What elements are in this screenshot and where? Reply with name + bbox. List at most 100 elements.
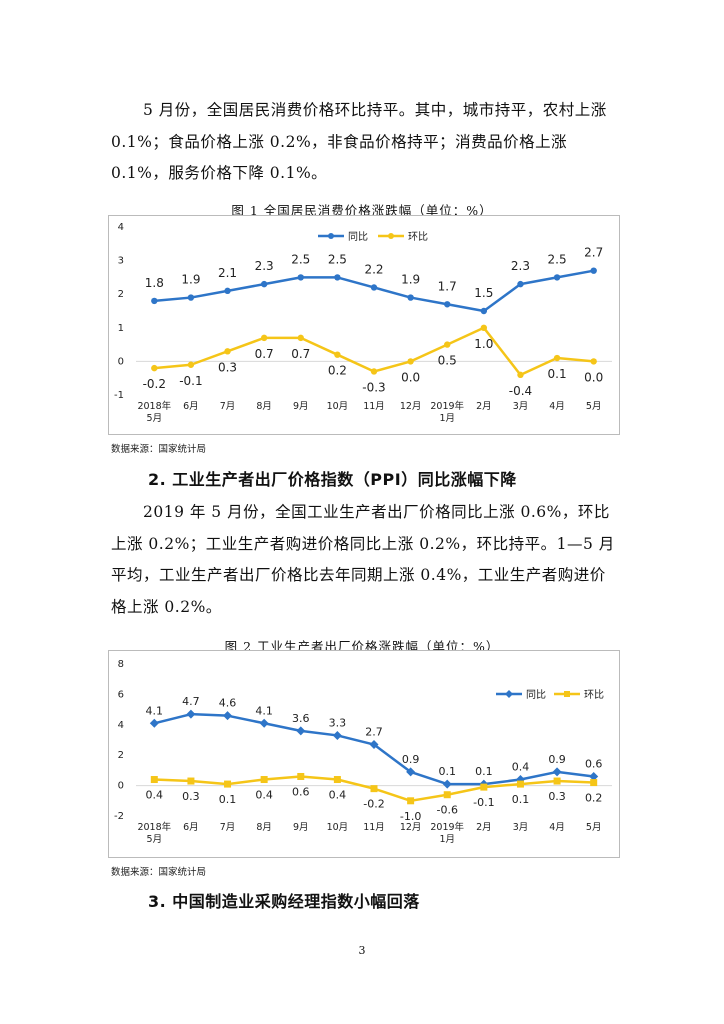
data-label: 0.6 [292, 785, 310, 798]
data-label: 1.9 [401, 273, 420, 287]
data-label: 1.0 [474, 337, 493, 351]
x-tick-label: 5月 [586, 401, 602, 412]
data-point [297, 772, 305, 780]
y-tick-label: 0 [118, 781, 124, 792]
x-tick-label: 7月 [220, 401, 236, 412]
data-point [260, 334, 268, 342]
data-point [370, 368, 378, 375]
data-point [444, 301, 451, 308]
data-point [442, 779, 452, 789]
chart-frame [108, 650, 620, 858]
data-label: 0.0 [401, 370, 420, 384]
x-tick-label: 11月 [363, 401, 385, 412]
data-point [553, 777, 561, 785]
data-label: 2.5 [328, 252, 347, 266]
data-label: 2.2 [364, 262, 383, 276]
data-label: 4.6 [219, 697, 237, 710]
data-label: -1.0 [400, 810, 421, 823]
x-tick-label: 6月 [183, 822, 199, 833]
heading-ppi: 2. 工业生产者出厂价格指数（PPI）同比涨幅下降 [148, 470, 517, 489]
chart-frame [108, 215, 620, 435]
data-point [223, 711, 233, 721]
data-label: 0.1 [219, 793, 237, 806]
data-label: 3.6 [292, 712, 310, 725]
data-label: 3.3 [329, 716, 347, 729]
data-label: 2.3 [255, 259, 274, 273]
y-tick-label: 0 [118, 356, 124, 367]
data-point [370, 284, 378, 291]
data-label: 2.5 [291, 252, 310, 266]
x-tick-label: 12月 [400, 822, 422, 833]
data-point [297, 274, 304, 281]
paragraph-cpi: 5 月份，全国居民消费价格环比持平。其中，城市持平，农村上涨 0.1%；食品价格… [111, 95, 616, 190]
data-point [407, 358, 414, 365]
data-point [186, 709, 196, 719]
data-point [590, 358, 597, 365]
data-label: -0.2 [363, 798, 384, 811]
data-point [515, 775, 525, 785]
data-label: 2.3 [511, 259, 530, 273]
data-label: 1.8 [145, 276, 164, 290]
data-label: 2.5 [548, 252, 567, 266]
page-number: 3 [358, 944, 366, 957]
x-tick-label: 10月 [327, 401, 349, 412]
data-label: -0.3 [362, 380, 385, 394]
x-tick-label: 6月 [183, 401, 199, 412]
data-point [480, 307, 488, 315]
data-label: 0.4 [512, 761, 530, 774]
data-point [517, 280, 524, 288]
data-label: -0.2 [143, 377, 166, 391]
data-point [151, 364, 158, 372]
data-point [224, 287, 231, 295]
data-label: 0.7 [291, 347, 310, 361]
data-point [553, 354, 561, 362]
data-point [259, 718, 269, 728]
data-point [187, 777, 195, 785]
data-point [444, 341, 451, 348]
y-tick-label: 2 [118, 750, 124, 761]
data-point [332, 730, 342, 740]
data-label: 2.7 [365, 726, 383, 739]
data-point [407, 294, 414, 301]
data-label: -0.6 [436, 804, 457, 817]
data-label: 0.3 [182, 790, 200, 803]
paragraph-cpi-text: 5 月份，全国居民消费价格环比持平。其中，城市持平，农村上涨 0.1%；食品价格… [111, 101, 607, 182]
legend-label: 同比 [348, 231, 368, 243]
data-label: 0.7 [255, 347, 274, 361]
y-tick-label: 6 [118, 689, 124, 700]
data-point [260, 776, 268, 784]
x-tick-label: 4月 [549, 401, 565, 412]
data-point [334, 274, 341, 281]
data-label: 0.3 [548, 790, 566, 803]
data-point [369, 740, 379, 750]
data-label: 0.3 [218, 360, 237, 374]
figure2-source: 数据来源：国家统计局 [111, 867, 207, 878]
y-tick-label: 3 [118, 256, 124, 267]
x-tick-label: 9月 [293, 401, 309, 412]
legend-label: 环比 [584, 689, 604, 701]
data-point [296, 726, 306, 736]
data-point [552, 767, 562, 777]
x-tick-label: 3月 [513, 401, 529, 412]
data-point [224, 348, 231, 355]
data-point [150, 776, 158, 784]
data-label: 2.1 [218, 266, 237, 280]
data-label: -0.1 [179, 374, 202, 388]
data-label: 1.7 [438, 279, 457, 293]
data-label: 1.9 [181, 273, 200, 287]
data-point [590, 779, 598, 787]
data-point [589, 771, 599, 781]
x-tick-label: 2019年 1月 [430, 821, 464, 845]
data-label: 0.5 [438, 354, 457, 368]
y-tick-label: 4 [118, 222, 124, 233]
x-tick-label: 10月 [327, 822, 349, 833]
data-point [480, 324, 488, 331]
x-tick-label: 2月 [476, 401, 492, 412]
data-point [406, 767, 416, 777]
x-tick-label: 5月 [586, 822, 602, 833]
legend-marker [564, 691, 570, 697]
legend-label: 环比 [408, 231, 428, 243]
x-tick-label: 2018年 5月 [137, 821, 171, 845]
legend-marker [328, 233, 334, 239]
x-tick-label: 11月 [363, 822, 385, 833]
